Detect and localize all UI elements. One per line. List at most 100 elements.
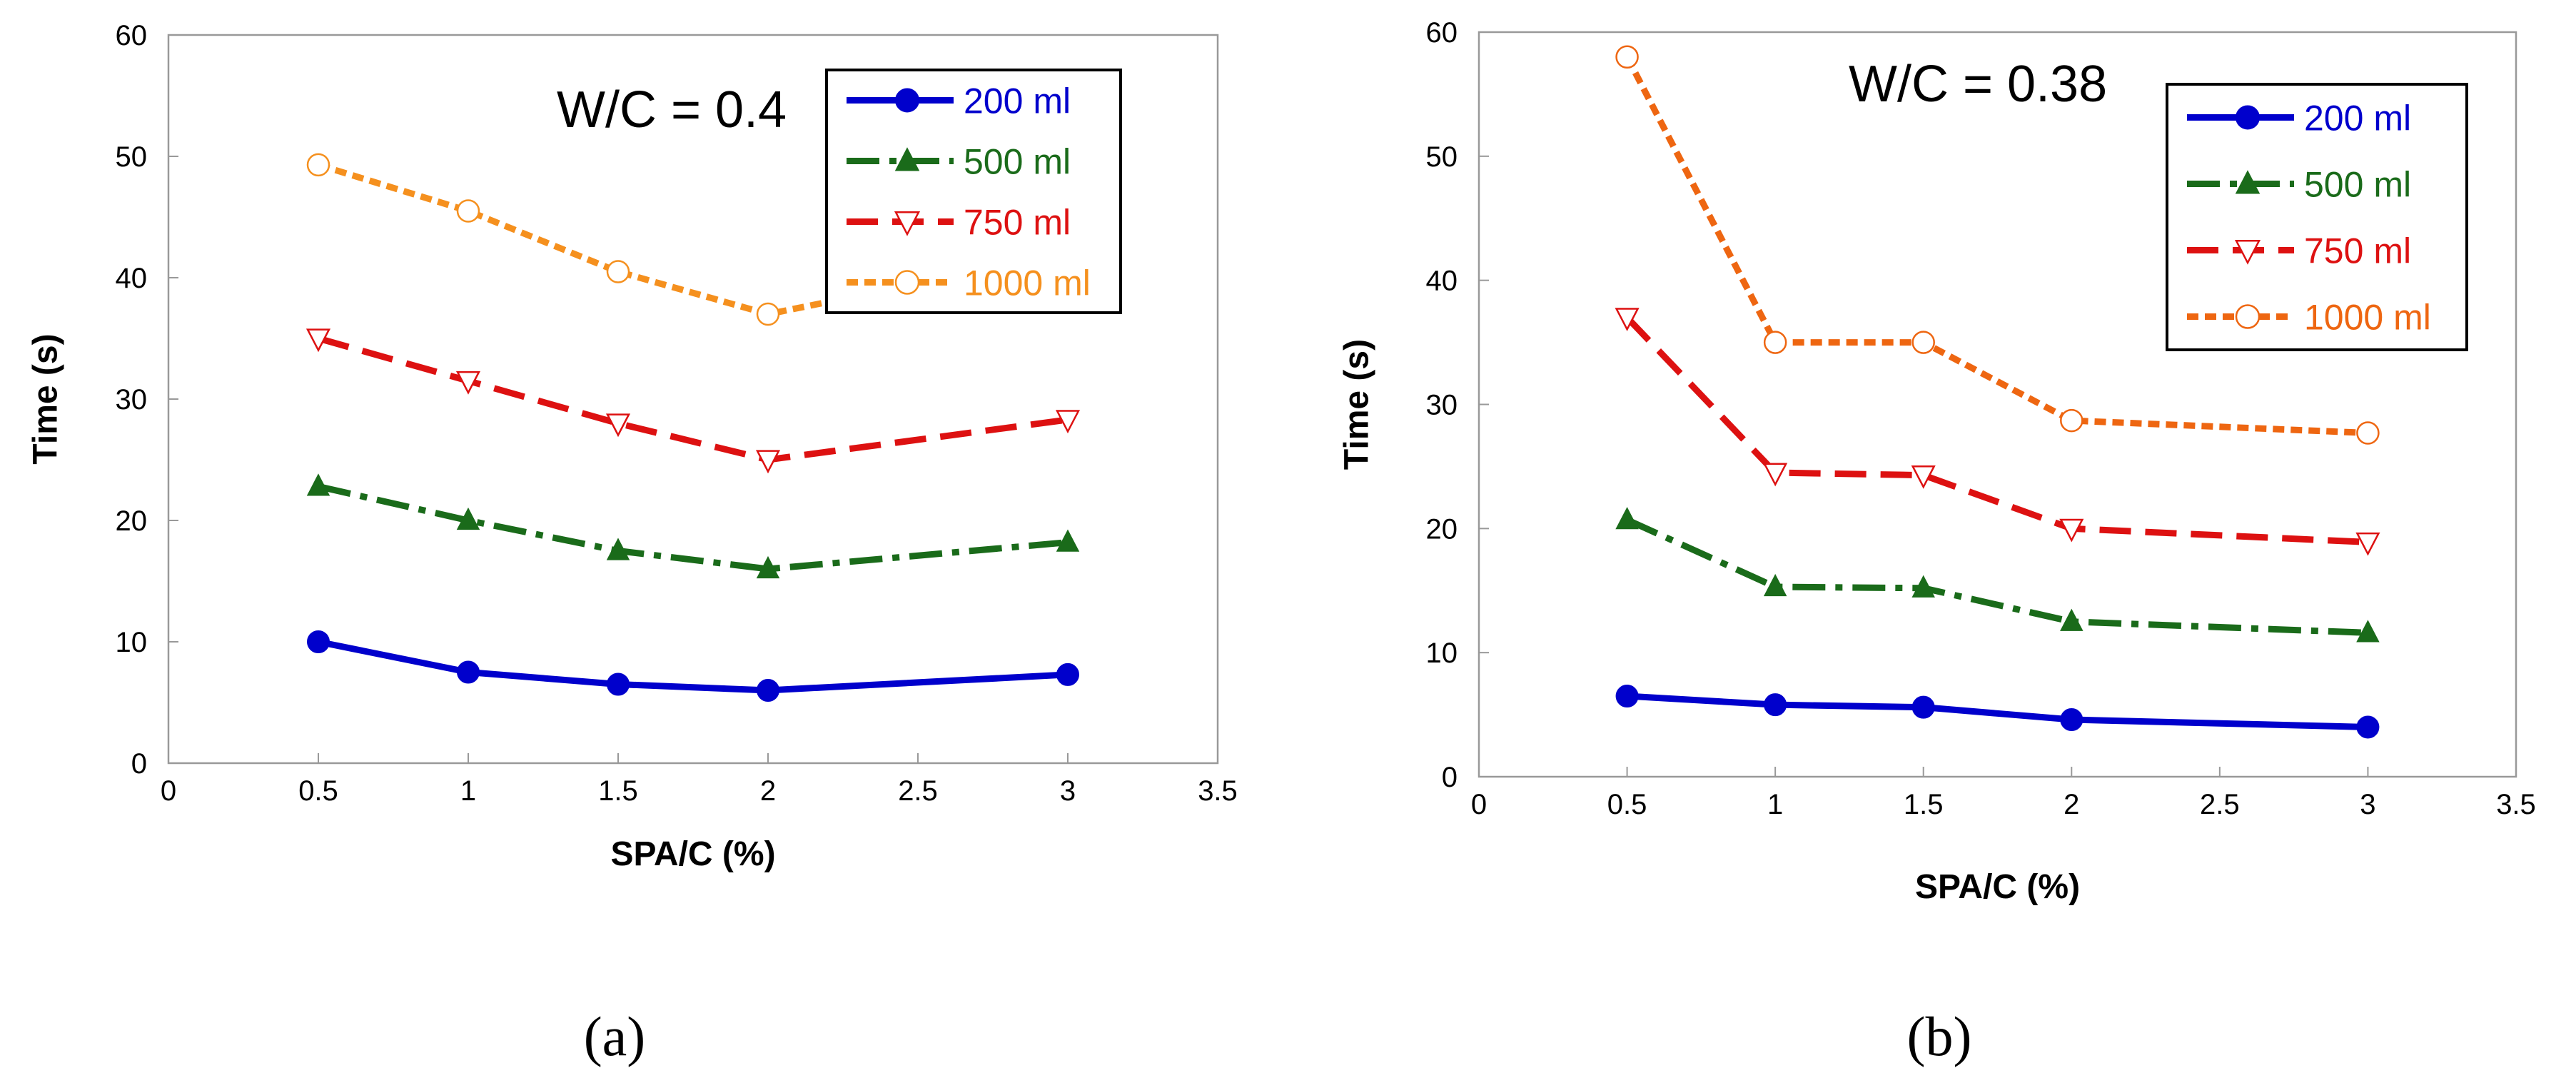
y-tick-label: 20: [1426, 513, 1458, 545]
x-tick-label: 3.5: [2496, 789, 2536, 820]
series-line: [1625, 315, 2368, 545]
x-tick-label: 1: [1767, 789, 1783, 820]
data-point: [306, 473, 330, 496]
data-point: [1055, 410, 1081, 434]
data-point: [757, 679, 779, 702]
data-point: [1056, 529, 1080, 552]
y-tick-label: 40: [1426, 266, 1458, 297]
chart-annotation: W/C = 0.38: [1849, 56, 2107, 113]
legend-label: 750 ml: [2304, 231, 2411, 271]
x-tick-label: 1: [460, 775, 476, 807]
data-point: [2060, 608, 2083, 631]
data-point: [1615, 685, 1639, 708]
legend-label: 200 ml: [2304, 99, 2411, 138]
data-point: [456, 199, 480, 223]
series-line: [318, 483, 1069, 573]
data-point: [1911, 331, 1935, 354]
data-point: [606, 538, 630, 560]
data-point: [756, 555, 780, 579]
legend-marker: [894, 211, 921, 236]
chart-panel-a: 0 0.5 1 1.5 2 2.5 3 3.5 0 10 20 30 40 50 60 SPA/C (%) Ti…: [27, 20, 1238, 1067]
x-tick-label: 2: [2064, 789, 2079, 820]
data-point: [305, 328, 331, 353]
data-point: [606, 260, 630, 283]
x-tick-label: 1.5: [1904, 789, 1944, 820]
x-tick-label: 3.5: [1198, 775, 1238, 807]
y-tick-label: 40: [116, 263, 148, 294]
y-tick-label: 0: [131, 748, 147, 780]
series-line: [1627, 692, 2368, 730]
data-point: [1911, 465, 1936, 489]
series-line: [317, 335, 1069, 463]
data-point: [1763, 463, 1788, 487]
legend-box: [825, 69, 1122, 314]
y-tick-label: 10: [1426, 638, 1458, 669]
data-point: [1763, 573, 1787, 597]
y-tick-label: 30: [1426, 390, 1458, 421]
y-tick-label: 30: [116, 384, 148, 415]
legend-marker: [894, 147, 920, 171]
y-tick-label: 0: [1442, 762, 1458, 793]
legend-marker: [895, 88, 919, 113]
data-point: [1056, 663, 1079, 686]
x-tick-label: 2.5: [2200, 789, 2240, 820]
data-point: [1911, 575, 1935, 598]
legend-label: 500 ml: [2304, 165, 2411, 205]
legend-label: 500 ml: [964, 142, 1071, 182]
panel-caption: (a): [584, 1005, 646, 1067]
data-point: [1615, 507, 1639, 530]
legend-marker: [2235, 304, 2261, 329]
x-tick-label: 2.5: [898, 775, 938, 807]
data-point: [2060, 408, 2083, 433]
y-tick-label: 10: [116, 627, 148, 658]
x-axis-label: SPA/C (%): [610, 835, 775, 873]
legend-box: [2166, 83, 2468, 351]
x-tick-label: 0.5: [1607, 789, 1647, 820]
y-tick-label: 50: [1426, 141, 1458, 173]
data-point: [2355, 532, 2380, 556]
x-tick-label: 0: [1471, 789, 1487, 820]
x-tick-label: 0.5: [298, 775, 338, 807]
data-point: [2059, 518, 2084, 543]
data-point: [456, 507, 480, 530]
y-axis-label: Time (s): [1338, 339, 1376, 470]
data-point: [755, 450, 781, 474]
chart-annotation: W/C = 0.4: [557, 81, 787, 138]
legend-label: 1000 ml: [2304, 298, 2431, 338]
data-point: [756, 302, 780, 326]
y-tick-label: 20: [116, 505, 148, 537]
x-tick-label: 2: [760, 775, 776, 807]
data-point: [2356, 620, 2380, 643]
data-point: [607, 673, 630, 696]
legend-label: 200 ml: [964, 81, 1071, 121]
x-tick-label: 0: [161, 775, 176, 807]
x-tick-label: 3: [1060, 775, 1076, 807]
data-point: [2060, 708, 2083, 732]
data-point: [1763, 331, 1787, 354]
data-point: [1911, 695, 1935, 719]
legend-marker: [2236, 105, 2260, 130]
legend-label: 1000 ml: [964, 263, 1091, 303]
data-point: [455, 371, 481, 395]
y-axis-label: Time (s): [27, 333, 65, 464]
x-tick-label: 1.5: [598, 775, 638, 807]
data-point: [2356, 421, 2380, 445]
legend-marker: [894, 270, 920, 295]
chart-panel-b: 0 0.5 1 1.5 2 2.5 3 3.5 0 10 20 30 40 50 60 SPA/C (%) Ti…: [1338, 17, 2536, 1067]
data-point: [2356, 715, 2380, 739]
y-tick-label: 60: [1426, 17, 1458, 49]
data-point: [306, 153, 330, 177]
data-point: [307, 630, 330, 653]
x-axis-label: SPA/C (%): [1915, 868, 2080, 906]
data-point: [605, 413, 631, 438]
data-point: [1615, 45, 1639, 69]
data-point: [1615, 308, 1640, 332]
legend-marker: [2235, 170, 2261, 194]
y-tick-label: 60: [116, 20, 148, 51]
panel-caption: (b): [1907, 1005, 1972, 1067]
series-line: [318, 638, 1069, 694]
y-tick-label: 50: [116, 141, 148, 173]
legend-marker: [2234, 240, 2261, 265]
data-point: [1764, 693, 1787, 717]
